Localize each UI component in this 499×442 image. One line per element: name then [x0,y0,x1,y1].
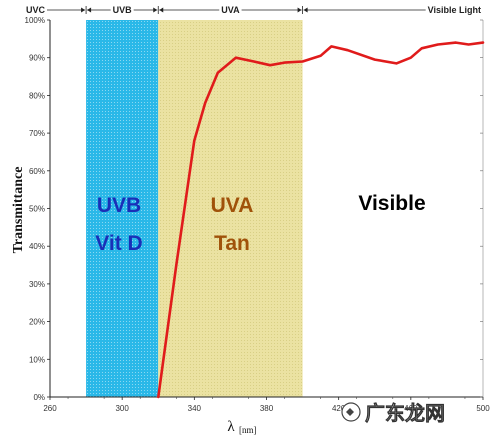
y-tick-label: 30% [29,280,45,289]
regions-layer [86,20,303,397]
x-tick-label: 340 [188,404,202,413]
region-label-uva: UVA [211,194,254,217]
x-tick-label: 500 [476,404,490,413]
region-sublabel-uvb: Vit D [95,232,142,255]
y-tick-label: 50% [29,205,45,214]
top-band-uva-arrowhead-left [159,7,164,13]
top-band-uvb-arrowhead-left [87,7,92,13]
y-tick-label: 100% [25,16,45,25]
watermark: 广东龙网 [341,401,445,425]
y-tick-label: 10% [29,355,45,364]
y-tick-label: 70% [29,129,45,138]
region-sublabel-uva: Tan [214,232,250,255]
region-band-uvb [86,20,159,397]
series-layer [157,41,485,399]
x-tick-label: 260 [43,404,57,413]
top-band-uvb-label: UVB [113,5,133,15]
y-tick-label: 20% [29,318,45,327]
top-band-uvc-label: UVC [26,5,46,15]
watermark-logo-mark [346,408,354,416]
x-tick-label: 380 [260,404,274,413]
x-tick-label: 300 [115,404,129,413]
x-tick-label: 420 [332,404,346,413]
x-axis-label: λ [227,419,235,435]
y-tick-label: 90% [29,54,45,63]
region-label-uvb: UVB [97,194,141,217]
y-tick-label: 40% [29,242,45,251]
y-axis-label: Transmittance [11,167,26,254]
x-axis-unit: [nm] [239,425,257,435]
y-tick-label: 60% [29,167,45,176]
ticks-layer: 0% 10% 20% 30% 40% 50% 60% 70% 80% 90% 100% 260 300 3… [25,16,491,413]
series-line-0 [157,41,485,399]
top-band-uva-arrowhead-right [297,7,302,13]
top-band-uvc-arrowhead-right [81,7,86,13]
top-band-visible-light-arrowhead-left [303,7,308,13]
region-label-visible: Visible [358,192,425,215]
x-tick-label: 460 [404,404,418,413]
top-band-visible-light-label: Visible Light [428,5,481,15]
region-band-uva [158,20,303,397]
top-band-uva-label: UVA [221,5,240,15]
y-tick-label: 80% [29,91,45,100]
region-labels-layer: UVB Vit D UVA Tan Visible [95,192,425,255]
top-bands-layer: UVC UVB UVA Visible Light [26,5,481,15]
watermark-text: 广东龙网 [365,401,445,425]
top-band-uvb-arrowhead-right [153,7,158,13]
y-tick-label: 0% [33,393,45,402]
